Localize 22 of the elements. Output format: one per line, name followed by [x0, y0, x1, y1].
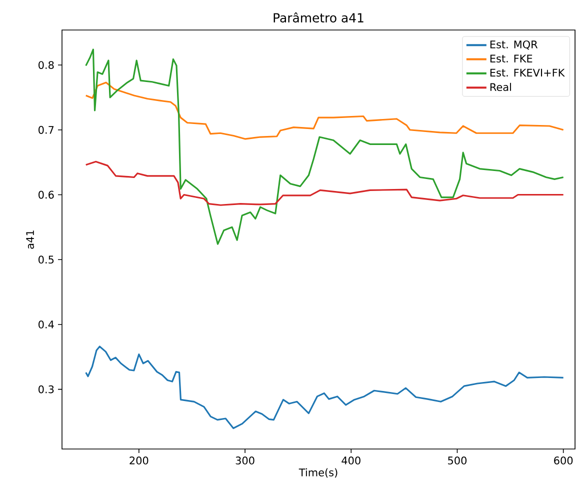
- y-tick-label: 0.5: [38, 256, 54, 264]
- x-axis-title: Time(s): [298, 468, 338, 478]
- x-tick-label: 200: [130, 456, 148, 464]
- y-tick-label: 0.8: [38, 61, 54, 69]
- x-tick-label: 400: [342, 456, 360, 464]
- legend-label: Est. FKE: [490, 54, 532, 62]
- y-tick-label: 0.3: [38, 385, 54, 394]
- legend-label: Est. FKEVI+FK: [490, 68, 565, 77]
- x-tick-label: 600: [554, 456, 573, 464]
- line-series: [85, 346, 564, 430]
- x-tick-label: 300: [236, 456, 254, 464]
- legend-label: Real: [490, 82, 511, 92]
- x-tick-label: 500: [448, 456, 467, 464]
- y-tick-label: 0.6: [38, 190, 54, 199]
- y-tick-label: 0.4: [38, 320, 54, 328]
- chart-title: Parâmetro a41: [274, 12, 364, 22]
- line-series: [85, 160, 564, 206]
- y-axis-title: a41: [26, 230, 34, 249]
- line-series: [85, 48, 564, 245]
- y-tick-label: 0.7: [38, 126, 54, 134]
- legend-label: Est. MQR: [490, 40, 538, 50]
- line-series: [85, 82, 564, 140]
